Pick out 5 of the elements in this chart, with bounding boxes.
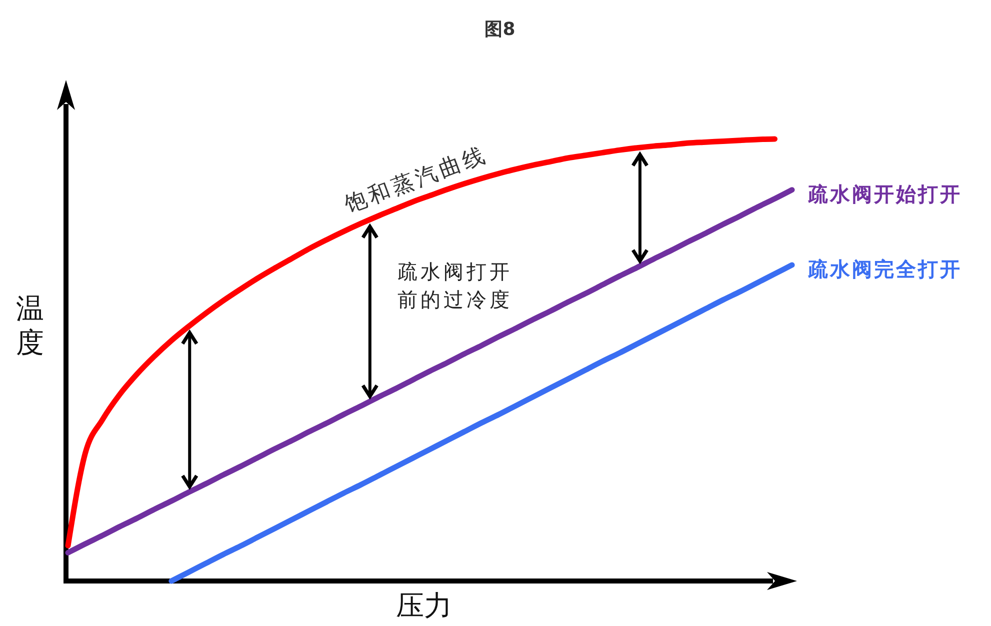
series-label: 疏水阀开始打开 xyxy=(807,182,962,206)
y-axis-title: 温度 xyxy=(16,294,44,359)
x-axis-title: 压力 xyxy=(396,591,452,622)
series-label: 疏水阀完全打开 xyxy=(807,256,962,281)
chart-title: 图8 xyxy=(484,19,516,40)
